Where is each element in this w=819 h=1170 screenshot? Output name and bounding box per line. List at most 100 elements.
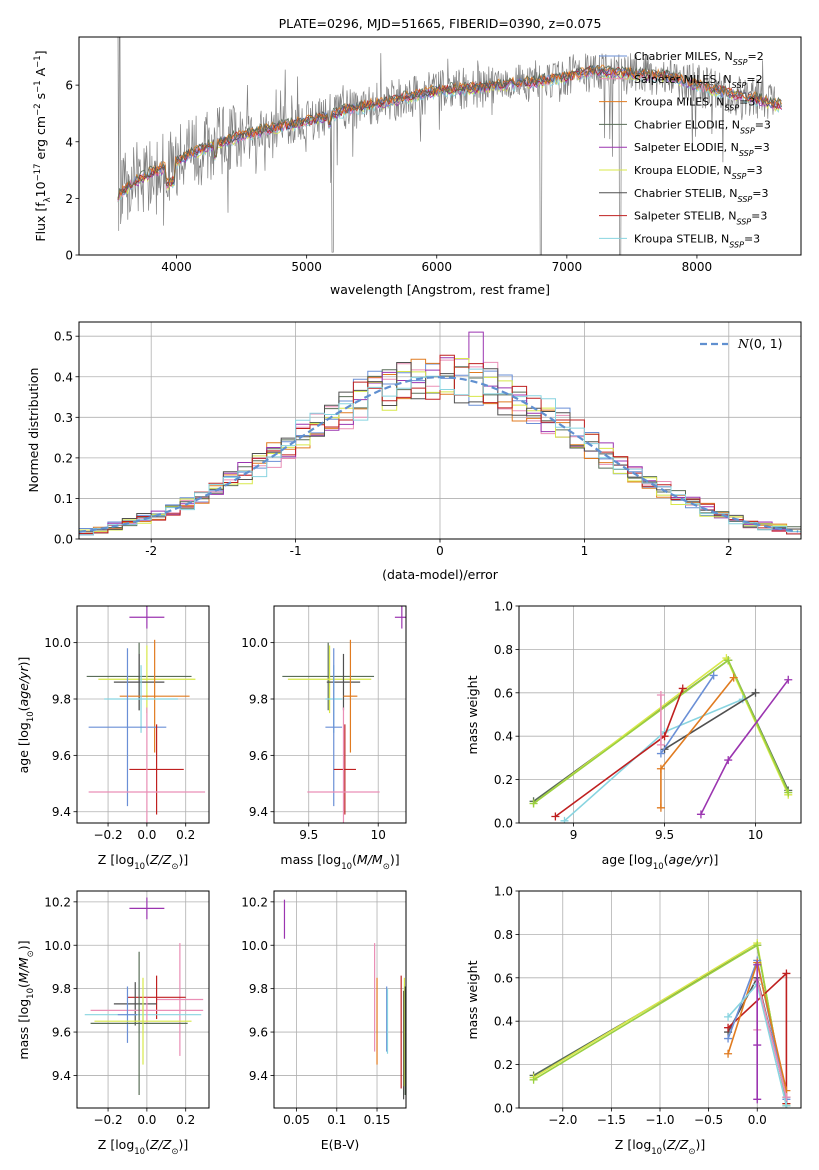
x-tick-label: 7000 [552,260,583,274]
weight-marker [660,732,669,741]
x-axis-label: (data-model)/error [382,567,499,582]
weight-marker [724,1034,733,1043]
y-tick-label: 9.4 [52,805,71,819]
y-tick-label: 0.2 [494,773,513,787]
weight-marker [656,764,665,773]
legend-label: Salpeter MILES, NSSP=2 [634,73,763,90]
weight-marker [753,1041,762,1050]
weight-marker [724,656,733,665]
legend: Chabrier MILES, NSSP=2 Salpeter MILES, NS… [599,50,771,249]
model-spectrum [117,65,782,199]
y-tick-label: 0.0 [494,817,513,831]
x-tick-label: 0.0 [137,1113,156,1127]
weight-line [664,692,756,750]
weight-marker [753,941,762,950]
legend-label: Kroupa ELODIE, NSSP=3 [634,164,763,181]
y-tick-label: 10.0 [241,939,268,953]
x-tick-label: -1 [290,544,302,558]
normal-curve [79,376,799,533]
y-tick-label: 9.8 [52,982,71,996]
y-tick-label: 0.4 [54,370,73,384]
weight-marker [529,1075,538,1084]
weight-marker [751,688,760,697]
axes-frame [78,36,802,256]
y-tick-label: 9.8 [249,693,268,707]
y-tick-label: 0.1 [54,492,73,506]
y-tick-label: 1.0 [494,600,513,614]
plot-area [117,37,782,255]
weight-marker [656,749,665,758]
legend-label: Salpeter STELIB, NSSP=3 [634,210,767,227]
y-tick-label: 0.6 [494,971,513,985]
y-tick-label: 0.2 [494,1058,513,1072]
y-tick-label: 10.2 [44,895,71,909]
weight-marker [724,756,733,765]
weight-marker [782,1101,791,1108]
weight-marker [782,969,791,978]
y-tick-label: 0.0 [54,533,73,547]
weight-line [660,677,735,808]
y-tick-label: 9.6 [52,749,71,763]
weight-marker [678,684,687,693]
x-tick-label: 9 [570,828,578,842]
weight-marker [696,810,705,819]
axes-frame [518,890,802,1109]
weight-line [660,674,715,755]
axes-frame [76,890,210,1109]
y-tick-label: 0.6 [494,686,513,700]
plot-area [84,897,204,1095]
plot-area [283,899,406,1100]
weight-marker [753,1095,762,1104]
axes-mass_vs_Z: −0.2 0.0 0.2 9.4 9.6 9.8 10.0 10.2 [44,890,210,1127]
x-tick-label: −2.0 [548,1113,577,1127]
histogram [79,368,801,536]
axes-residuals: -2 -1 0 1 2 0.0 0.1 0.2 0.3 0.4 0.5 [54,321,802,558]
x-tick-label: 0.2 [176,828,195,842]
y-axis-label: mass weight [465,960,480,1039]
x-tick-label: 0.15 [364,1113,391,1127]
weight-marker [753,960,762,969]
y-tick-label: 0.8 [494,643,513,657]
x-axis-label: Z [log10(Z/Z⊙)] [98,1137,188,1157]
legend-label: Kroupa STELIB, NSSP=3 [634,232,760,249]
y-axis-label: mass [log10(M/M⊙)] [16,940,36,1059]
y-tick-label: 10.0 [44,636,71,650]
y-tick-label: 0.8 [494,928,513,942]
y-tick-label: 9.4 [52,1069,71,1083]
y-tick-label: 0.3 [54,411,73,425]
weight-marker [724,1049,733,1058]
x-tick-label: 9.5 [299,828,318,842]
axes-mass_vs_ebv: 0.05 0.1 0.15 9.4 9.6 9.8 10.0 10.2 [241,890,407,1127]
axes-frame [273,605,407,824]
axes-spectrum: 4000 5000 6000 7000 8000 0 2 4 6 [65,36,802,274]
x-tick-label: 6000 [421,260,452,274]
y-tick-label: 9.6 [52,1026,71,1040]
axes-frame [273,890,407,1109]
x-tick-label: 10 [371,828,386,842]
axes-weight_vs_Z: −2.0 −1.5 −1.0 −0.5 0.0 0.0 0.2 0.4 0.6 0.8 1.0 [494,885,802,1127]
y-axis-label: Normed distribution [26,368,41,493]
legend-label: Chabrier STELIB, NSSP=3 [634,187,768,204]
y-tick-label: 0.0 [494,1102,513,1116]
y-axis-label: Flux [fλ10−17 erg cm−2 s−1 A−1] [33,50,53,241]
legend-label: Kroupa MILES, NSSP=3 [634,96,755,113]
weight-marker [560,816,569,823]
weight-marker [656,690,665,699]
x-tick-label: 0.0 [137,828,156,842]
axes-age_vs_mass: 9.5 10 9.4 9.6 9.8 10.0 [241,605,407,842]
y-tick-label: 0.4 [494,1015,513,1029]
y-tick-label: 0.4 [494,730,513,744]
x-tick-label: 0.2 [176,1113,195,1127]
y-tick-label: 0 [65,249,73,263]
weight-marker [656,803,665,812]
y-tick-label: 10.0 [44,939,71,953]
y-tick-label: 9.4 [249,805,268,819]
weight-marker [784,675,793,684]
x-tick-label: 2 [725,544,733,558]
y-axis-label: age [log10(age/yr)] [16,657,36,774]
x-tick-label: 0.0 [748,1113,767,1127]
weight-marker [724,1023,733,1032]
x-tick-label: −0.2 [93,828,122,842]
y-tick-label: 10.2 [241,895,268,909]
